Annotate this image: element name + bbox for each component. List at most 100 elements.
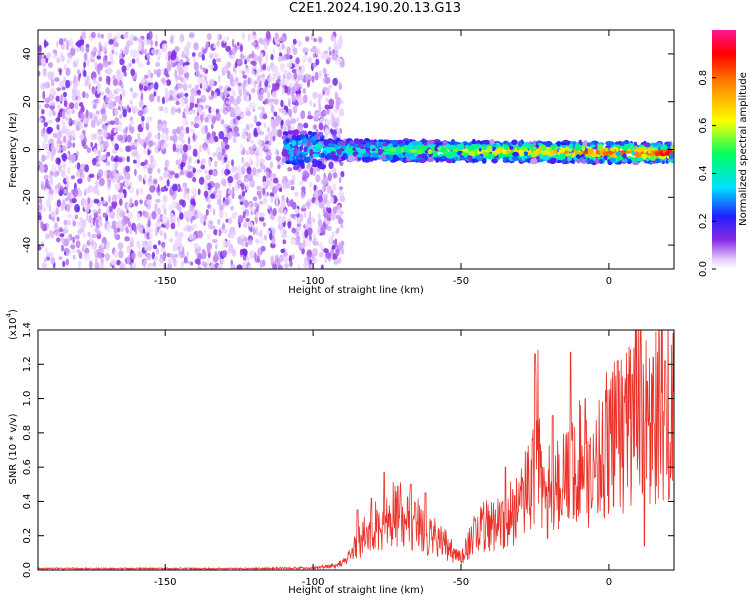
- noise-blob: [74, 101, 79, 110]
- noise-blob: [175, 56, 180, 62]
- noise-blob: [97, 49, 102, 56]
- noise-blob: [191, 215, 196, 221]
- noise-blob: [136, 241, 140, 248]
- noise-blob: [113, 249, 118, 259]
- noise-blob: [117, 242, 124, 250]
- noise-blob: [317, 36, 323, 43]
- noise-blob: [324, 176, 329, 185]
- noise-blob: [61, 237, 65, 243]
- noise-blob: [51, 164, 57, 173]
- noise-blob: [129, 100, 134, 105]
- noise-blob: [66, 41, 69, 50]
- noise-blob: [318, 201, 325, 209]
- signal-blob: [293, 147, 298, 154]
- signal-blob: [486, 146, 493, 153]
- noise-blob: [188, 233, 194, 241]
- noise-blob: [183, 226, 189, 232]
- noise-blob: [205, 174, 212, 181]
- noise-blob: [197, 230, 204, 239]
- noise-blob: [328, 161, 334, 170]
- signal-blob: [620, 142, 624, 146]
- noise-blob: [294, 191, 299, 197]
- signal-blob: [331, 155, 339, 160]
- noise-blob: [287, 98, 291, 108]
- noise-blob: [65, 67, 71, 76]
- noise-blob: [189, 101, 195, 109]
- noise-blob: [166, 179, 170, 187]
- signal-blob: [376, 148, 383, 156]
- noise-blob: [98, 219, 103, 228]
- signal-blob: [560, 142, 568, 146]
- noise-blob: [153, 69, 158, 75]
- noise-blob: [57, 112, 61, 121]
- noise-blob: [107, 179, 111, 189]
- noise-blob: [74, 214, 78, 220]
- signal-blob: [476, 148, 484, 155]
- signal-blob: [595, 149, 600, 155]
- noise-blob: [146, 215, 151, 220]
- noise-blob: [178, 206, 182, 213]
- signal-blob: [468, 150, 476, 156]
- noise-blob: [331, 129, 337, 136]
- noise-blob: [89, 199, 93, 208]
- noise-blob: [60, 169, 66, 178]
- noise-blob: [337, 257, 342, 264]
- signal-blob: [291, 129, 300, 136]
- noise-blob: [290, 213, 296, 219]
- noise-blob: [266, 65, 271, 72]
- snr-x-axis: -150 -100 -50 0: [154, 330, 612, 588]
- signal-blob: [636, 157, 644, 161]
- noise-blob: [208, 95, 214, 100]
- noise-blob: [70, 244, 76, 250]
- noise-blob: [179, 246, 183, 252]
- noise-blob: [97, 251, 103, 259]
- noise-blob: [194, 159, 198, 164]
- noise-blob: [283, 256, 289, 264]
- noise-blob: [177, 222, 181, 227]
- noise-blob: [60, 94, 64, 102]
- noise-blob: [186, 193, 190, 201]
- noise-blob: [174, 69, 178, 79]
- noise-blob: [61, 110, 66, 120]
- noise-blob: [300, 207, 307, 212]
- signal-blob: [623, 143, 631, 150]
- signal-blob: [590, 144, 596, 148]
- noise-blob: [102, 124, 108, 130]
- noise-blob: [78, 102, 84, 107]
- noise-blob: [130, 68, 135, 77]
- noise-blob: [45, 178, 49, 188]
- noise-blob: [68, 117, 72, 124]
- noise-blob: [146, 60, 151, 66]
- noise-blob: [229, 131, 233, 139]
- noise-blob: [50, 230, 55, 239]
- noise-blob: [125, 165, 131, 173]
- noise-blob: [149, 39, 154, 47]
- signal-blob: [306, 140, 312, 147]
- noise-blob: [107, 67, 113, 75]
- noise-blob: [259, 59, 262, 66]
- noise-blob: [183, 67, 188, 72]
- noise-blob: [188, 32, 195, 39]
- noise-blob: [180, 76, 184, 83]
- noise-blob: [48, 109, 53, 118]
- noise-blob: [155, 248, 160, 255]
- noise-blob: [181, 260, 185, 265]
- noise-blob: [251, 251, 255, 257]
- noise-blob: [183, 210, 188, 220]
- noise-blob: [256, 254, 260, 263]
- noise-blob: [262, 146, 268, 152]
- noise-blob: [106, 151, 111, 157]
- noise-blob: [180, 170, 184, 176]
- noise-blob: [313, 232, 316, 239]
- noise-blob: [263, 122, 267, 129]
- noise-blob: [252, 167, 257, 176]
- noise-blob: [65, 79, 71, 89]
- noise-blob: [334, 45, 337, 55]
- noise-blob: [197, 52, 203, 58]
- noise-blob: [60, 51, 63, 61]
- noise-blob: [100, 154, 107, 161]
- noise-blob: [137, 212, 141, 222]
- noise-blob: [264, 79, 269, 88]
- noise-blob: [185, 57, 190, 62]
- noise-blob: [200, 216, 205, 225]
